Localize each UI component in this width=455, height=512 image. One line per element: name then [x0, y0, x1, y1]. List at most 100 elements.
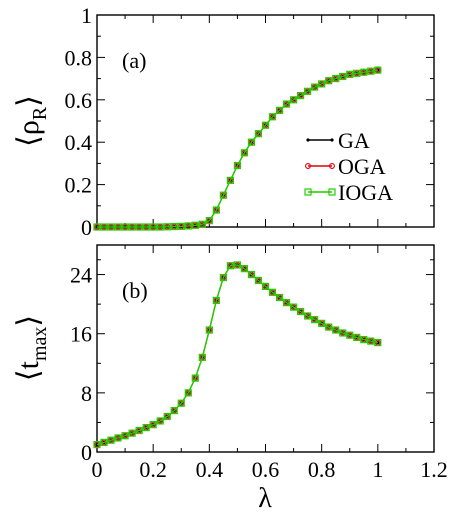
- data-point: [346, 70, 354, 78]
- y-tick-label: 0.4: [65, 130, 93, 155]
- data-point: [240, 149, 249, 157]
- data-point: [184, 222, 192, 230]
- data-point: [325, 324, 332, 331]
- data-point: [163, 223, 171, 231]
- y-axis-label-text: ⟨ρR⟩: [12, 95, 51, 147]
- x-tick-label: 1.2: [420, 457, 448, 482]
- data-point: [297, 91, 305, 100]
- data-point: [205, 217, 213, 225]
- angle-close: ⟩: [12, 95, 45, 107]
- data-point: [135, 223, 143, 231]
- data-point: [254, 276, 263, 285]
- data-point: [262, 283, 269, 290]
- data-point: [149, 223, 157, 231]
- series-ioga: [93, 261, 382, 449]
- data-point: [346, 332, 353, 339]
- legend-label: IOGA: [338, 180, 393, 205]
- data-point: [269, 289, 276, 296]
- y-tick-label: 0.2: [65, 173, 93, 198]
- data-point: [205, 326, 213, 334]
- data-point: [247, 138, 256, 146]
- data-point: [254, 130, 263, 138]
- y-label-subscript: R: [29, 106, 51, 120]
- y-tick-label: 8: [81, 381, 92, 406]
- legend-item-ga: GA: [306, 128, 370, 153]
- data-point: [177, 222, 185, 230]
- data-point: [311, 316, 319, 324]
- data-point: [247, 270, 256, 279]
- x-axis-label: λ: [258, 483, 272, 512]
- y-label-symbol: t: [12, 360, 45, 369]
- data-point: [114, 434, 122, 442]
- legend-item-oga: OGA: [305, 154, 386, 179]
- data-point: [226, 262, 234, 270]
- data-point: [219, 191, 227, 199]
- data-point: [353, 334, 360, 341]
- data-point: [318, 320, 325, 327]
- data-point: [276, 294, 283, 301]
- data-point: [128, 223, 136, 231]
- data-point: [149, 421, 157, 429]
- data-point: [261, 282, 270, 290]
- data-point: [261, 121, 270, 129]
- legend-marker: [329, 163, 335, 169]
- y-tick-label: 0: [81, 215, 92, 240]
- data-point: [325, 77, 333, 85]
- data-point: [374, 338, 382, 347]
- data-point: [346, 331, 354, 339]
- legend-label: GA: [338, 128, 370, 153]
- series-line-ga: [97, 69, 378, 228]
- data-point: [114, 223, 122, 231]
- panel-a: 0 0.2 0.4 0.6 0.8 1 (a): [65, 3, 435, 240]
- y-label-symbol: ρ: [12, 120, 45, 135]
- data-point: [233, 161, 242, 170]
- series-line-oga: [97, 69, 378, 228]
- data-point: [233, 261, 242, 269]
- data-point: [339, 72, 347, 81]
- data-point: [282, 299, 291, 307]
- y-tick-label: 0: [81, 440, 92, 465]
- data-point: [268, 113, 277, 121]
- x-tick-label: 0.6: [252, 457, 280, 482]
- data-point: [226, 176, 234, 184]
- panel-b: 0 0.2 0.4 0.6 0.8 1 1.2 0 8 16 24 (b): [70, 244, 448, 482]
- data-point: [156, 417, 164, 425]
- data-point: [212, 296, 220, 305]
- data-point: [121, 432, 129, 440]
- data-point: [100, 223, 108, 231]
- legend-marker: [328, 188, 336, 196]
- data-point: [198, 220, 206, 228]
- data-point: [107, 223, 115, 231]
- x-tick-label: 0: [92, 457, 103, 482]
- data-point: [311, 83, 319, 91]
- legend-item-ioga: IOGA: [304, 180, 393, 205]
- data-point: [332, 74, 340, 83]
- data-point: [184, 389, 192, 397]
- series-ga: [95, 68, 380, 229]
- y-axis-label-text: ⟨tmax⟩: [12, 315, 51, 381]
- data-point: [360, 336, 368, 344]
- data-point: [128, 429, 136, 437]
- data-point: [289, 303, 298, 311]
- series-line-ioga: [97, 69, 378, 228]
- data-point: [353, 69, 361, 77]
- data-point: [156, 223, 164, 231]
- data-point: [268, 288, 277, 296]
- y-tick-label: 0.8: [65, 45, 93, 70]
- data-point: [219, 273, 227, 282]
- data-point: [275, 106, 284, 115]
- data-point: [170, 222, 178, 231]
- y-tick-label: 1: [81, 3, 92, 28]
- data-point: [339, 330, 346, 336]
- data-point: [304, 87, 312, 95]
- data-point: [135, 426, 143, 435]
- data-point: [325, 323, 333, 331]
- angle-close: ⟩: [12, 315, 45, 327]
- data-point: [121, 223, 129, 231]
- data-point: [289, 96, 298, 104]
- data-point: [304, 313, 311, 319]
- data-point: [374, 66, 382, 74]
- data-point: [318, 80, 326, 88]
- y-tick-label: 24: [70, 263, 92, 288]
